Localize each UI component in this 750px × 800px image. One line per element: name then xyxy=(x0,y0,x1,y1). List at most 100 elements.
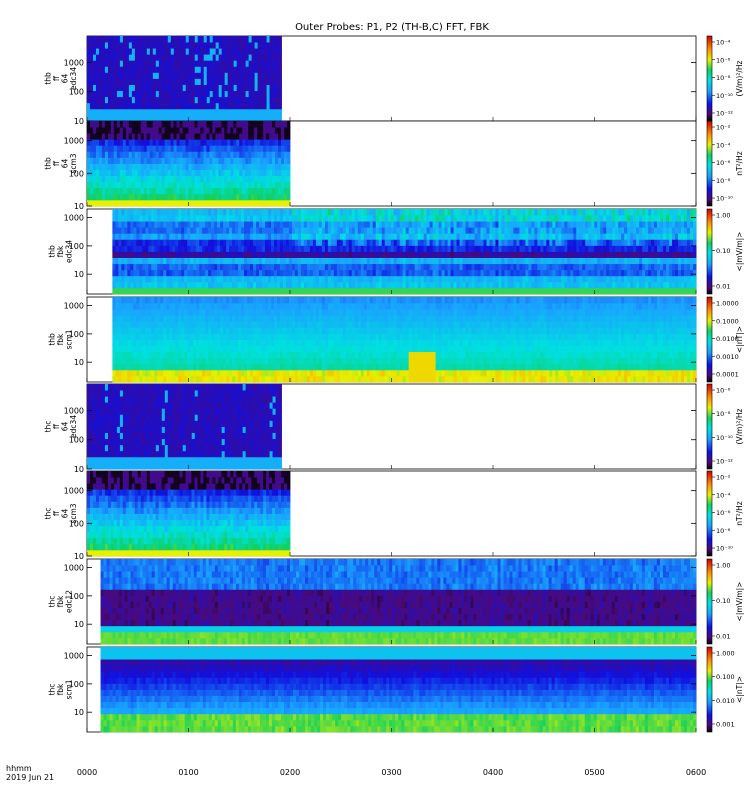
spectrogram-cell xyxy=(462,233,466,240)
spectrogram-cell xyxy=(142,309,146,316)
spectrogram-cell xyxy=(89,102,94,110)
spectrogram-cell xyxy=(107,96,112,104)
spectrogram-cell xyxy=(265,281,269,289)
spectrogram-cell xyxy=(179,54,184,61)
spectrogram-cell xyxy=(471,209,475,216)
spectrogram-cell xyxy=(214,227,218,234)
spectrogram-cell xyxy=(134,66,139,73)
spectrogram-cell xyxy=(232,209,236,216)
spectrogram-cell xyxy=(621,251,625,258)
spectrogram-cell xyxy=(351,269,356,277)
spectrogram-cell xyxy=(642,287,646,295)
spectrogram-cell xyxy=(146,169,151,177)
spectrogram-cell xyxy=(561,209,565,216)
spectrogram-cell xyxy=(594,257,598,265)
spectrogram-cell xyxy=(275,151,279,158)
spectrogram-cell xyxy=(651,209,655,216)
spectrogram-cell xyxy=(630,209,634,216)
spectrogram-cell xyxy=(585,239,589,246)
spectrogram-cell xyxy=(309,221,314,228)
spectrogram-cell xyxy=(272,108,276,116)
spectrogram-cell xyxy=(265,239,269,246)
spectrogram-cell xyxy=(630,221,634,228)
spectrogram-cell xyxy=(101,187,106,195)
spectrogram-cell xyxy=(414,215,419,222)
spectrogram-cell xyxy=(167,151,171,158)
spectrogram-cell xyxy=(393,281,398,289)
spectrogram-cell xyxy=(98,90,103,98)
spectrogram-cell xyxy=(254,78,258,85)
spectrogram-cell xyxy=(459,287,463,295)
spectrogram-cell xyxy=(127,333,131,340)
spectrogram-cell xyxy=(239,157,243,164)
spectrogram-cell xyxy=(242,72,247,79)
spectrogram-cell xyxy=(148,315,152,322)
spectrogram-cell xyxy=(131,157,136,164)
spectrogram-cell xyxy=(651,281,655,289)
spectrogram-cell xyxy=(133,363,137,371)
spectrogram-cell xyxy=(233,199,237,207)
spectrogram-cell xyxy=(116,157,121,164)
spectrogram-cell xyxy=(453,227,457,234)
spectrogram-cell xyxy=(288,287,293,295)
spectrogram-cell xyxy=(169,357,173,365)
spectrogram-cell xyxy=(193,257,197,265)
spectrogram-cell xyxy=(161,157,166,164)
spectrogram-cell xyxy=(315,287,320,295)
spectrogram-cell xyxy=(227,163,231,170)
spectrogram-cell xyxy=(179,108,184,116)
spectrogram-cell xyxy=(166,251,170,258)
spectrogram-cell xyxy=(345,263,350,271)
spectrogram-cell xyxy=(130,233,134,240)
spectrogram-cell xyxy=(202,269,206,277)
spectrogram-cell xyxy=(369,245,374,252)
spectrogram-cell xyxy=(184,269,188,277)
spectrogram-cell xyxy=(248,169,252,177)
spectrogram-cell xyxy=(468,257,472,265)
spectrogram-cell xyxy=(489,251,493,258)
spectrogram-cell xyxy=(104,199,109,207)
spectrogram-cell xyxy=(95,157,100,164)
spectrogram-cell xyxy=(288,221,293,228)
spectrogram-cell xyxy=(345,251,350,258)
spectrogram-cell xyxy=(101,121,106,128)
spectrogram-cell xyxy=(690,287,694,295)
spectrogram-cell xyxy=(621,287,625,295)
spectrogram-cell xyxy=(250,287,254,295)
spectrogram-cell xyxy=(609,287,613,295)
spectrogram-cell xyxy=(92,157,97,164)
spectrogram-cell xyxy=(229,287,233,295)
spectrogram-cell xyxy=(242,90,247,98)
spectrogram-cell xyxy=(149,60,154,67)
spectrogram-cell xyxy=(115,327,119,334)
spectrogram-cell xyxy=(104,181,109,189)
spectrogram-cell xyxy=(152,163,157,170)
spectrogram-cell xyxy=(315,281,320,289)
spectrogram-cell xyxy=(236,66,241,73)
spectrogram-cell xyxy=(125,133,130,140)
spectrogram-cell xyxy=(173,90,178,98)
spectrogram-cell xyxy=(92,84,97,92)
spectrogram-cell xyxy=(354,233,359,240)
spectrogram-cell xyxy=(260,157,264,164)
spectrogram-cell xyxy=(366,269,371,277)
spectrogram-cell xyxy=(480,257,484,265)
spectrogram-cell xyxy=(247,239,251,246)
spectrogram-cell xyxy=(453,245,457,252)
spectrogram-cell xyxy=(260,181,264,189)
spectrogram-cell xyxy=(318,245,323,252)
spectrogram-cell xyxy=(357,281,362,289)
spectrogram-cell xyxy=(125,84,130,92)
spectrogram-cell xyxy=(224,42,229,49)
spectrogram-cell xyxy=(555,257,559,265)
spectrogram-cell xyxy=(660,227,664,234)
spectrogram-cell xyxy=(282,245,287,252)
spectrogram-cell xyxy=(345,245,350,252)
spectrogram-cell xyxy=(215,42,220,49)
spectrogram-cell xyxy=(552,269,556,277)
spectrogram-cell xyxy=(139,275,143,283)
spectrogram-cell xyxy=(429,257,434,265)
spectrogram-cell xyxy=(263,157,267,164)
spectrogram-cell xyxy=(218,151,222,158)
spectrogram-cell xyxy=(160,357,164,365)
